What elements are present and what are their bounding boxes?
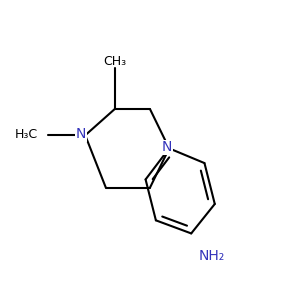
Text: CH₃: CH₃ — [103, 55, 126, 68]
Text: N: N — [76, 127, 86, 141]
Text: N: N — [162, 140, 172, 154]
Text: H₃C: H₃C — [15, 128, 38, 141]
Text: NH₂: NH₂ — [199, 249, 225, 263]
